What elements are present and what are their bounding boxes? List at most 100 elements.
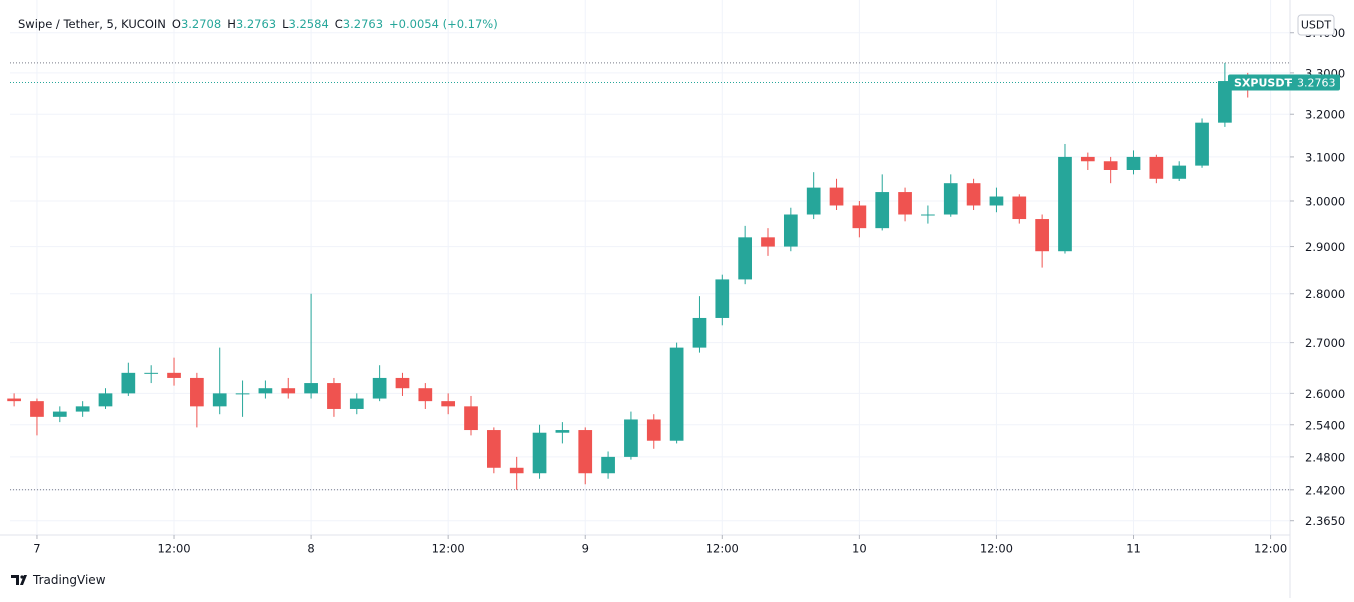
- candle-body: [624, 419, 638, 457]
- candle-body: [1080, 156, 1095, 162]
- x-tick-label: 12:00: [157, 542, 190, 556]
- l-label: L: [282, 17, 289, 31]
- branding: TradingView: [11, 573, 106, 587]
- candle-body: [1126, 156, 1141, 170]
- candle-body: [943, 183, 958, 215]
- candle-body: [1035, 219, 1049, 252]
- candle-body: [669, 347, 684, 441]
- y-tick-label: 2.4200: [1305, 483, 1345, 497]
- candle-body: [30, 401, 44, 417]
- candle-body: [829, 187, 844, 206]
- candle-body: [121, 372, 136, 394]
- candle-body: [52, 411, 67, 417]
- y-tick-label: 2.9000: [1305, 240, 1345, 254]
- y-tick-label: 2.6000: [1305, 387, 1345, 401]
- candle-body: [144, 372, 159, 374]
- x-tick-label: 12:00: [980, 542, 1013, 556]
- logo-text: TradingView: [32, 573, 106, 587]
- candle-body: [441, 401, 456, 407]
- x-tick-label: 11: [1126, 542, 1141, 556]
- x-tick-label: 12:00: [432, 542, 465, 556]
- currency-button-box[interactable]: [1297, 14, 1335, 36]
- x-tick-label: 10: [852, 542, 867, 556]
- x-tick-label: 12:00: [706, 542, 739, 556]
- price-lines: [10, 62, 1290, 491]
- candle-body: [761, 237, 775, 247]
- logo-dot: [20, 575, 24, 579]
- low-value: 3.2584: [289, 17, 329, 31]
- candle-body: [555, 430, 570, 433]
- c-label: C: [335, 17, 343, 31]
- candle-body: [327, 383, 341, 409]
- candle-body: [898, 192, 912, 215]
- candle-body: [372, 377, 387, 399]
- candle-body: [1149, 156, 1164, 179]
- candle-body: [875, 192, 890, 229]
- currency-label[interactable]: USDT: [1301, 19, 1332, 32]
- candle-body: [418, 388, 433, 402]
- y-tick-label: 2.7000: [1305, 336, 1345, 350]
- change-value: +0.0054 (+0.17%): [389, 17, 498, 31]
- candle-body: [646, 419, 661, 441]
- symbol: Swipe / Tether, 5, KUCOIN: [18, 17, 166, 31]
- close-value: 3.2763: [343, 17, 383, 31]
- price-tag: SXPUSDT 3.2763: [1228, 74, 1340, 91]
- x-tick-label: 12:00: [1254, 542, 1287, 556]
- candle-body: [395, 377, 410, 389]
- h-label: H: [227, 17, 236, 31]
- y-tick-label: 3.0000: [1305, 194, 1345, 208]
- candle-body: [532, 432, 547, 474]
- x-tick-label: 9: [582, 542, 589, 556]
- candle-body: [852, 205, 867, 229]
- candle-body: [509, 467, 524, 474]
- candle-body: [921, 214, 935, 216]
- y-tick-label: 2.3650: [1305, 514, 1345, 528]
- high-value: 3.2763: [236, 17, 276, 31]
- candle-body: [1012, 196, 1027, 220]
- candle-body: [464, 406, 478, 431]
- candle-body: [783, 214, 798, 247]
- candle-body: [304, 383, 318, 394]
- price-tag-value: 3.2763: [1297, 77, 1336, 90]
- y-tick-label: 3.2000: [1305, 108, 1345, 122]
- candle-body: [1195, 122, 1209, 166]
- legend-header: Swipe / Tether, 5, KUCOIN O3.2708 H3.2763 L…: [18, 17, 498, 31]
- price-tag-box: [1228, 74, 1340, 91]
- candle-body: [75, 406, 90, 412]
- candle-body: [989, 196, 1004, 206]
- candle-body: [487, 430, 501, 468]
- currency-button[interactable]: USDT: [1297, 14, 1335, 36]
- price-tag-symbol: SXPUSDT: [1234, 77, 1292, 90]
- candle-body: [281, 388, 296, 394]
- candle-body: [167, 372, 181, 378]
- candle-body: [1103, 161, 1118, 170]
- x-tick-label: 7: [33, 542, 40, 556]
- y-tick-label: 2.4800: [1305, 450, 1345, 464]
- candle-body: [98, 393, 113, 407]
- candle-body: [806, 187, 821, 215]
- x-tick-label: 8: [307, 542, 314, 556]
- candle-body: [7, 398, 21, 402]
- candle-body: [601, 456, 615, 474]
- candle-body: [692, 317, 707, 348]
- y-tick-label: 2.5400: [1305, 418, 1345, 432]
- o-label: O: [172, 17, 181, 31]
- candle-body: [1058, 156, 1072, 252]
- candle-body: [578, 430, 593, 474]
- candle-body: [1218, 81, 1232, 123]
- y-tick-label: 2.8000: [1305, 287, 1345, 301]
- candle-body: [190, 377, 204, 407]
- axes: 3.40003.30003.20003.10003.00002.90002.80…: [33, 26, 1345, 555]
- candle-body: [1172, 165, 1187, 179]
- candle-body: [235, 393, 250, 395]
- candles: [7, 62, 1278, 490]
- open-value: 3.2708: [181, 17, 221, 31]
- candle-body: [715, 279, 730, 318]
- candle-body: [349, 398, 364, 409]
- candle-body: [738, 237, 753, 280]
- candle-body: [212, 393, 227, 407]
- candle-body: [258, 388, 273, 394]
- candle-body: [966, 183, 981, 206]
